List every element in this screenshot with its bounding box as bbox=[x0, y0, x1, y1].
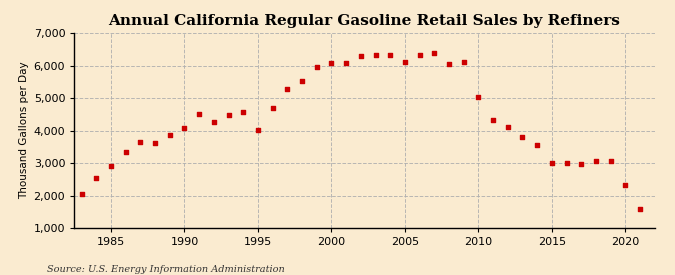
Point bbox=[282, 87, 293, 91]
Point bbox=[252, 127, 263, 132]
Title: Annual California Regular Gasoline Retail Sales by Refiners: Annual California Regular Gasoline Retai… bbox=[109, 14, 620, 28]
Point bbox=[194, 112, 205, 117]
Text: Source: U.S. Energy Information Administration: Source: U.S. Energy Information Administ… bbox=[47, 265, 285, 274]
Point bbox=[76, 192, 87, 196]
Point bbox=[91, 176, 102, 181]
Point bbox=[341, 60, 352, 65]
Point bbox=[370, 53, 381, 58]
Point bbox=[429, 50, 439, 55]
Point bbox=[400, 60, 410, 65]
Point bbox=[150, 141, 161, 145]
Point bbox=[356, 54, 367, 59]
Point bbox=[591, 159, 601, 163]
Point bbox=[458, 60, 469, 64]
Point bbox=[532, 143, 543, 147]
Point bbox=[326, 61, 337, 65]
Point bbox=[135, 140, 146, 144]
Point bbox=[488, 118, 499, 122]
Point bbox=[105, 164, 116, 169]
Point bbox=[605, 159, 616, 163]
Point bbox=[223, 112, 234, 117]
Point bbox=[238, 110, 248, 115]
Point bbox=[561, 161, 572, 165]
Point bbox=[620, 183, 630, 187]
Point bbox=[179, 126, 190, 131]
Point bbox=[443, 61, 454, 66]
Point bbox=[311, 65, 322, 69]
Point bbox=[414, 53, 425, 57]
Point bbox=[209, 120, 219, 124]
Point bbox=[502, 125, 513, 129]
Point bbox=[165, 133, 176, 137]
Point bbox=[576, 162, 587, 167]
Point bbox=[517, 134, 528, 139]
Point bbox=[267, 106, 278, 111]
Point bbox=[634, 207, 645, 211]
Y-axis label: Thousand Gallons per Day: Thousand Gallons per Day bbox=[20, 62, 30, 199]
Point bbox=[547, 160, 558, 165]
Point bbox=[296, 78, 307, 83]
Point bbox=[385, 53, 396, 57]
Point bbox=[473, 95, 484, 100]
Point bbox=[120, 150, 131, 154]
